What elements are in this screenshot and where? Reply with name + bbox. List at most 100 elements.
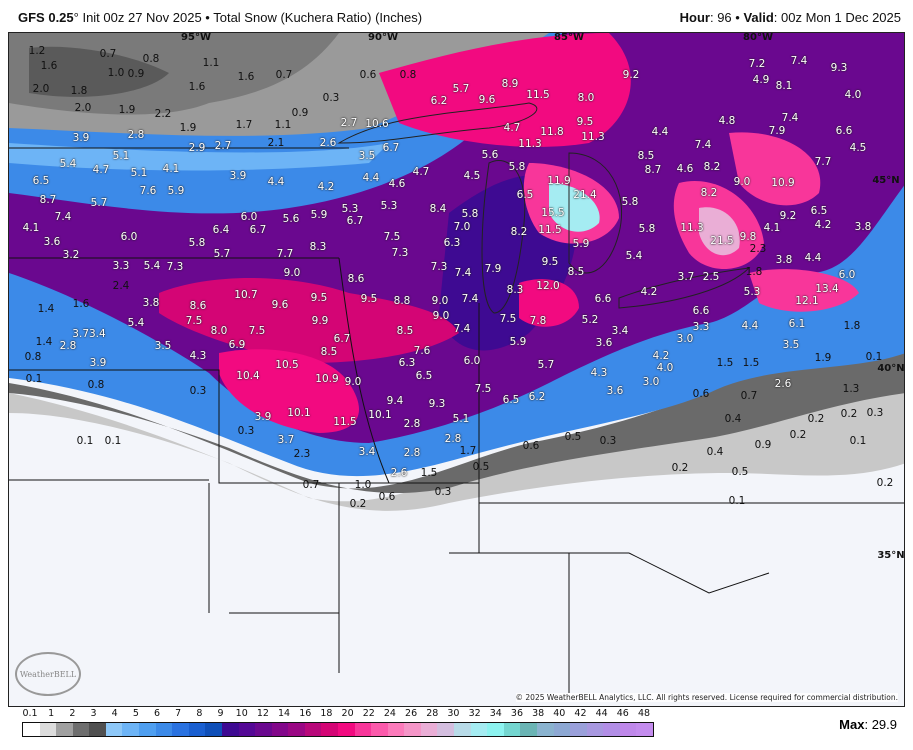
snowfall-value-label: 11.3 xyxy=(518,138,542,150)
snow-region-blue-light xyxy=(9,143,389,171)
snowfall-value-label: 9.2 xyxy=(779,210,797,222)
max-number: : 29.9 xyxy=(864,717,897,732)
legend-color-cell xyxy=(288,723,305,736)
hour-label: Hour xyxy=(679,10,710,25)
snowfall-value-label: 6.7 xyxy=(333,333,351,345)
snow-region-dark xyxy=(29,46,169,97)
snowfall-value-label: 5.8 xyxy=(188,237,206,249)
lake-huron xyxy=(568,152,623,274)
legend-color-cell xyxy=(155,723,173,736)
snowfall-value-label: 2.5 xyxy=(702,271,720,283)
snowfall-value-label: 5.9 xyxy=(509,336,527,348)
snowfall-value-label: 0.3 xyxy=(189,385,207,397)
snowfall-value-label: 8.1 xyxy=(775,80,793,92)
legend-color-cell xyxy=(39,723,57,736)
snowfall-value-label: 12.1 xyxy=(795,295,819,307)
legend-tick-label: 24 xyxy=(383,708,396,719)
snowfall-value-label: 3.9 xyxy=(89,357,107,369)
snowfall-value-label: 7.3 xyxy=(166,261,184,273)
snowfall-value-label: 12.0 xyxy=(536,280,560,292)
snowfall-value-label: 9.3 xyxy=(830,62,848,74)
legend-color-cell xyxy=(122,723,140,736)
snowfall-value-label: 0.8 xyxy=(24,351,42,363)
snowfall-value-label: 5.7 xyxy=(537,359,555,371)
snowfall-value-label: 4.3 xyxy=(189,350,207,362)
snowfall-value-label: 3.9 xyxy=(254,411,272,423)
snowfall-value-label: 2.3 xyxy=(293,448,311,460)
legend-tick-label: 0.1 xyxy=(22,708,38,719)
snowfall-value-label: 1.5 xyxy=(420,467,438,479)
legend-color-cell xyxy=(437,723,455,736)
snowfall-value-label: 3.7 xyxy=(277,434,295,446)
snowfall-value-label: 5.8 xyxy=(461,208,479,220)
snowfall-value-label: 6.0 xyxy=(240,211,258,223)
snowfall-value-label: 9.5 xyxy=(360,293,378,305)
valid-value: : 00z Mon 1 Dec 2025 xyxy=(773,10,901,25)
snowfall-value-label: 2.4 xyxy=(112,280,130,292)
snowfall-value-label: 0.3 xyxy=(237,425,255,437)
snowfall-value-label: 9.5 xyxy=(541,256,559,268)
snowfall-value-label: 3.2 xyxy=(62,249,80,261)
legend-tick-label: 4 xyxy=(111,708,118,719)
legend-tick-label: 46 xyxy=(616,708,629,719)
snowfall-value-label: 13.4 xyxy=(815,283,839,295)
snow-region-pink xyxy=(519,279,579,327)
legend-tick-label: 7 xyxy=(175,708,182,719)
snowfall-value-label: 6.7 xyxy=(382,142,400,154)
snowfall-value-label: 0.8 xyxy=(87,379,105,391)
snowfall-value-label: 7.9 xyxy=(768,125,786,137)
snowfall-value-label: 10.1 xyxy=(287,407,311,419)
snowfall-value-label: 8.6 xyxy=(189,300,207,312)
snowfall-value-label: 8.0 xyxy=(577,92,595,104)
lake-michigan xyxy=(481,160,526,314)
legend-tick-label: 44 xyxy=(595,708,608,719)
snowfall-value-label: 5.8 xyxy=(638,223,656,235)
legend-tick-label: 42 xyxy=(574,708,587,719)
snowfall-value-label: 0.5 xyxy=(731,466,749,478)
snowfall-value-label: 4.7 xyxy=(412,166,430,178)
legend-tick-label: 34 xyxy=(489,708,502,719)
snowfall-value-label: 3.9 xyxy=(229,170,247,182)
legend-color-cell xyxy=(619,723,637,736)
snowfall-value-label: 5.6 xyxy=(481,149,499,161)
snowfall-value-label: 1.2 xyxy=(28,45,46,57)
legend-tick-label: 48 xyxy=(637,708,651,719)
snowfall-value-label: 1.0 xyxy=(107,67,125,79)
snowfall-value-label: 8.8 xyxy=(393,295,411,307)
legend-tick-label: 20 xyxy=(341,708,354,719)
snow-region-pink xyxy=(749,269,859,312)
snowfall-value-label: 5.8 xyxy=(621,196,639,208)
coordinate-label: 35°N xyxy=(877,550,905,561)
snowfall-value-label: 8.7 xyxy=(39,194,57,206)
snowfall-value-label: 15.5 xyxy=(541,207,565,219)
snowfall-value-label: 5.1 xyxy=(130,167,148,179)
legend-tick-label: 9 xyxy=(217,708,224,719)
snowfall-value-label: 10.6 xyxy=(365,118,389,130)
max-value: Max: 29.9 xyxy=(839,717,897,732)
snowfall-value-label: 0.1 xyxy=(865,351,883,363)
snowfall-value-label: 8.7 xyxy=(644,164,662,176)
snowfall-value-label: 9.2 xyxy=(622,69,640,81)
snow-region-pink xyxy=(729,132,821,206)
legend-color-cell xyxy=(139,723,156,736)
legend-tick-label: 32 xyxy=(468,708,481,719)
snowfall-value-label: 9.3 xyxy=(428,398,446,410)
snowfall-value-label: 5.3 xyxy=(380,200,398,212)
legend-color-cell xyxy=(238,723,256,736)
snowfall-value-label: 7.7 xyxy=(276,248,294,260)
snow-region-pink xyxy=(159,278,459,363)
snowfall-value-label: 2.7 xyxy=(214,140,232,152)
snowfall-value-label: 3.6 xyxy=(43,236,61,248)
snowfall-value-label: 1.8 xyxy=(745,266,763,278)
legend-tick-label: 30 xyxy=(447,708,460,719)
legend-tick-label: 10 xyxy=(235,708,248,719)
snowfall-value-label: 21.4 xyxy=(573,189,597,201)
legend-color-cell xyxy=(271,723,289,736)
snowfall-value-label: 0.3 xyxy=(599,435,617,447)
snowfall-value-label: 11.5 xyxy=(538,224,562,236)
snowfall-value-label: 0.2 xyxy=(840,408,858,420)
snowfall-value-label: 1.8 xyxy=(70,85,88,97)
snowfall-value-label: 8.3 xyxy=(309,241,327,253)
snowfall-value-label: 7.8 xyxy=(529,315,547,327)
snowfall-value-label: 4.0 xyxy=(844,89,862,101)
